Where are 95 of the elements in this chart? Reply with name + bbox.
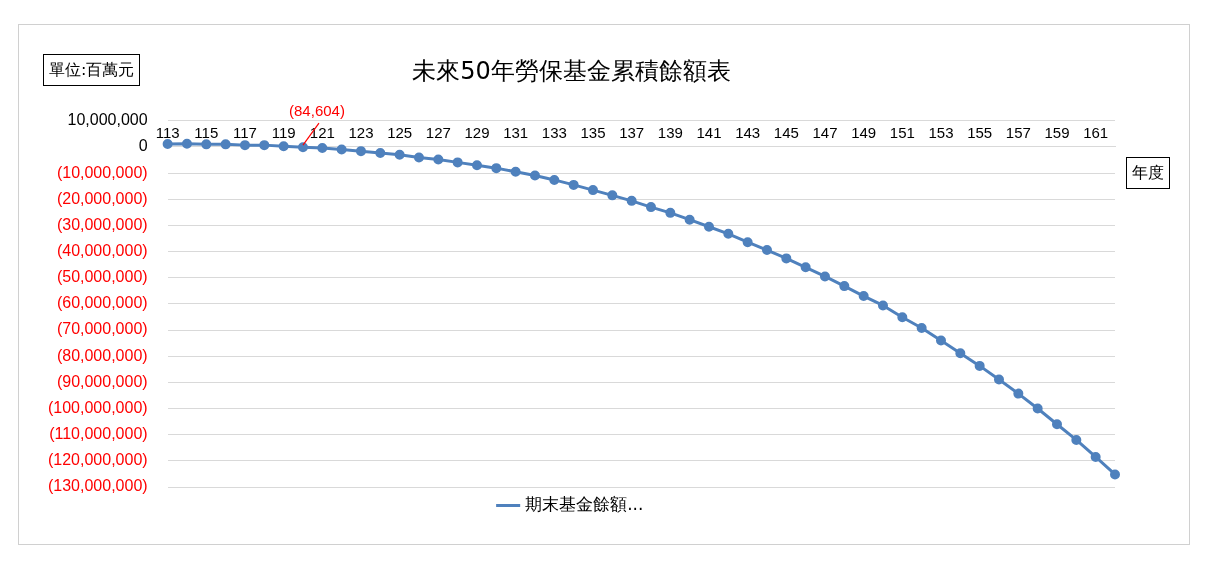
point (955, 348, 966, 359)
point (916, 322, 927, 333)
point (1052, 419, 1062, 430)
point (336, 144, 347, 155)
x-tick-label: 135 (580, 124, 606, 142)
y-tick-label: (80,000,000) (56, 346, 148, 364)
point (935, 335, 946, 346)
x-tick-label: 161 (1083, 124, 1109, 142)
point (877, 300, 888, 311)
x-tick-label: 127 (425, 124, 451, 142)
point (201, 139, 212, 150)
point (259, 140, 270, 151)
point (510, 166, 521, 177)
point (355, 146, 366, 157)
point (433, 154, 444, 165)
point (1110, 469, 1120, 480)
point (471, 160, 482, 171)
point (819, 271, 830, 282)
y-tick-label: (10,000,000) (56, 163, 148, 181)
y-tick-label: (30,000,000) (56, 215, 148, 233)
x-tick-label: 121 (309, 124, 335, 142)
x-tick-label: 115 (194, 124, 219, 142)
y-tick-label: (40,000,000) (56, 241, 148, 259)
point (220, 139, 231, 150)
point (568, 179, 579, 190)
point (974, 360, 985, 371)
point (800, 262, 811, 273)
x-tick-label: 147 (812, 124, 838, 142)
legend-label: 期末基金餘額... (525, 493, 644, 514)
x-tick-label: 155 (967, 124, 993, 142)
point (529, 170, 540, 181)
x-axis-title: 年度 (1126, 157, 1170, 189)
point (858, 291, 869, 302)
point (1032, 403, 1043, 414)
x-tick-label: 131 (503, 124, 529, 142)
x-tick-label: 137 (619, 124, 645, 142)
x-tick-label: 141 (696, 124, 722, 142)
y-tick-label: (130,000,000) (47, 477, 148, 495)
point (587, 185, 598, 196)
point (761, 245, 772, 256)
point (297, 142, 308, 153)
point (897, 312, 908, 323)
y-axis-title: 單位:百萬元 (43, 54, 141, 86)
point (394, 149, 405, 160)
x-tick-label: 139 (657, 124, 683, 142)
point (491, 163, 502, 174)
point (1013, 388, 1024, 399)
point (162, 139, 173, 150)
point (1071, 434, 1082, 445)
point (278, 141, 289, 152)
point (994, 374, 1004, 385)
x-tick-label: 133 (541, 124, 567, 142)
y-tick-label: (20,000,000) (56, 189, 148, 207)
y-tick-label: (120,000,000) (47, 451, 148, 469)
point (742, 237, 753, 248)
point (645, 202, 656, 213)
chart-title: 未來50年勞保基金累積餘額表 (412, 56, 731, 85)
point (626, 195, 637, 206)
point (703, 221, 714, 232)
point (549, 174, 560, 185)
y-tick-label: (90,000,000) (56, 372, 148, 390)
x-tick-label: 143 (735, 124, 761, 142)
point (375, 147, 386, 158)
point (839, 281, 850, 292)
point (317, 143, 328, 153)
x-tick-label: 123 (348, 124, 374, 142)
y-tick-label: 10,000,000 (67, 111, 148, 129)
point (181, 138, 192, 149)
x-tick-label: 119 (271, 124, 296, 142)
data-label: (84,604) (289, 101, 345, 119)
x-tick-label: 149 (851, 124, 877, 142)
x-tick-label: 151 (889, 124, 915, 142)
point (723, 228, 734, 239)
y-tick-label: 0 (138, 137, 148, 155)
x-tick-label: 117 (233, 124, 257, 142)
x-tick-label: 145 (773, 124, 799, 142)
point (413, 152, 424, 163)
x-tick-label: 125 (387, 124, 413, 142)
x-tick-label: 113 (155, 124, 180, 142)
point (239, 140, 250, 151)
x-tick-label: 157 (1005, 124, 1031, 142)
point (607, 190, 618, 201)
point (452, 157, 463, 168)
y-tick-label: (50,000,000) (56, 268, 148, 286)
y-tick-label: (70,000,000) (56, 320, 148, 338)
x-tick-label: 153 (928, 124, 954, 142)
x-tick-label: 159 (1044, 124, 1070, 142)
y-tick-label: (110,000,000) (49, 425, 148, 443)
point (1090, 451, 1101, 462)
x-tick-label: 129 (464, 124, 490, 142)
y-tick-label: (60,000,000) (56, 294, 148, 312)
y-tick-label: (100,000,000) (47, 398, 148, 416)
point (781, 253, 792, 264)
point (665, 207, 676, 218)
point (684, 214, 695, 225)
